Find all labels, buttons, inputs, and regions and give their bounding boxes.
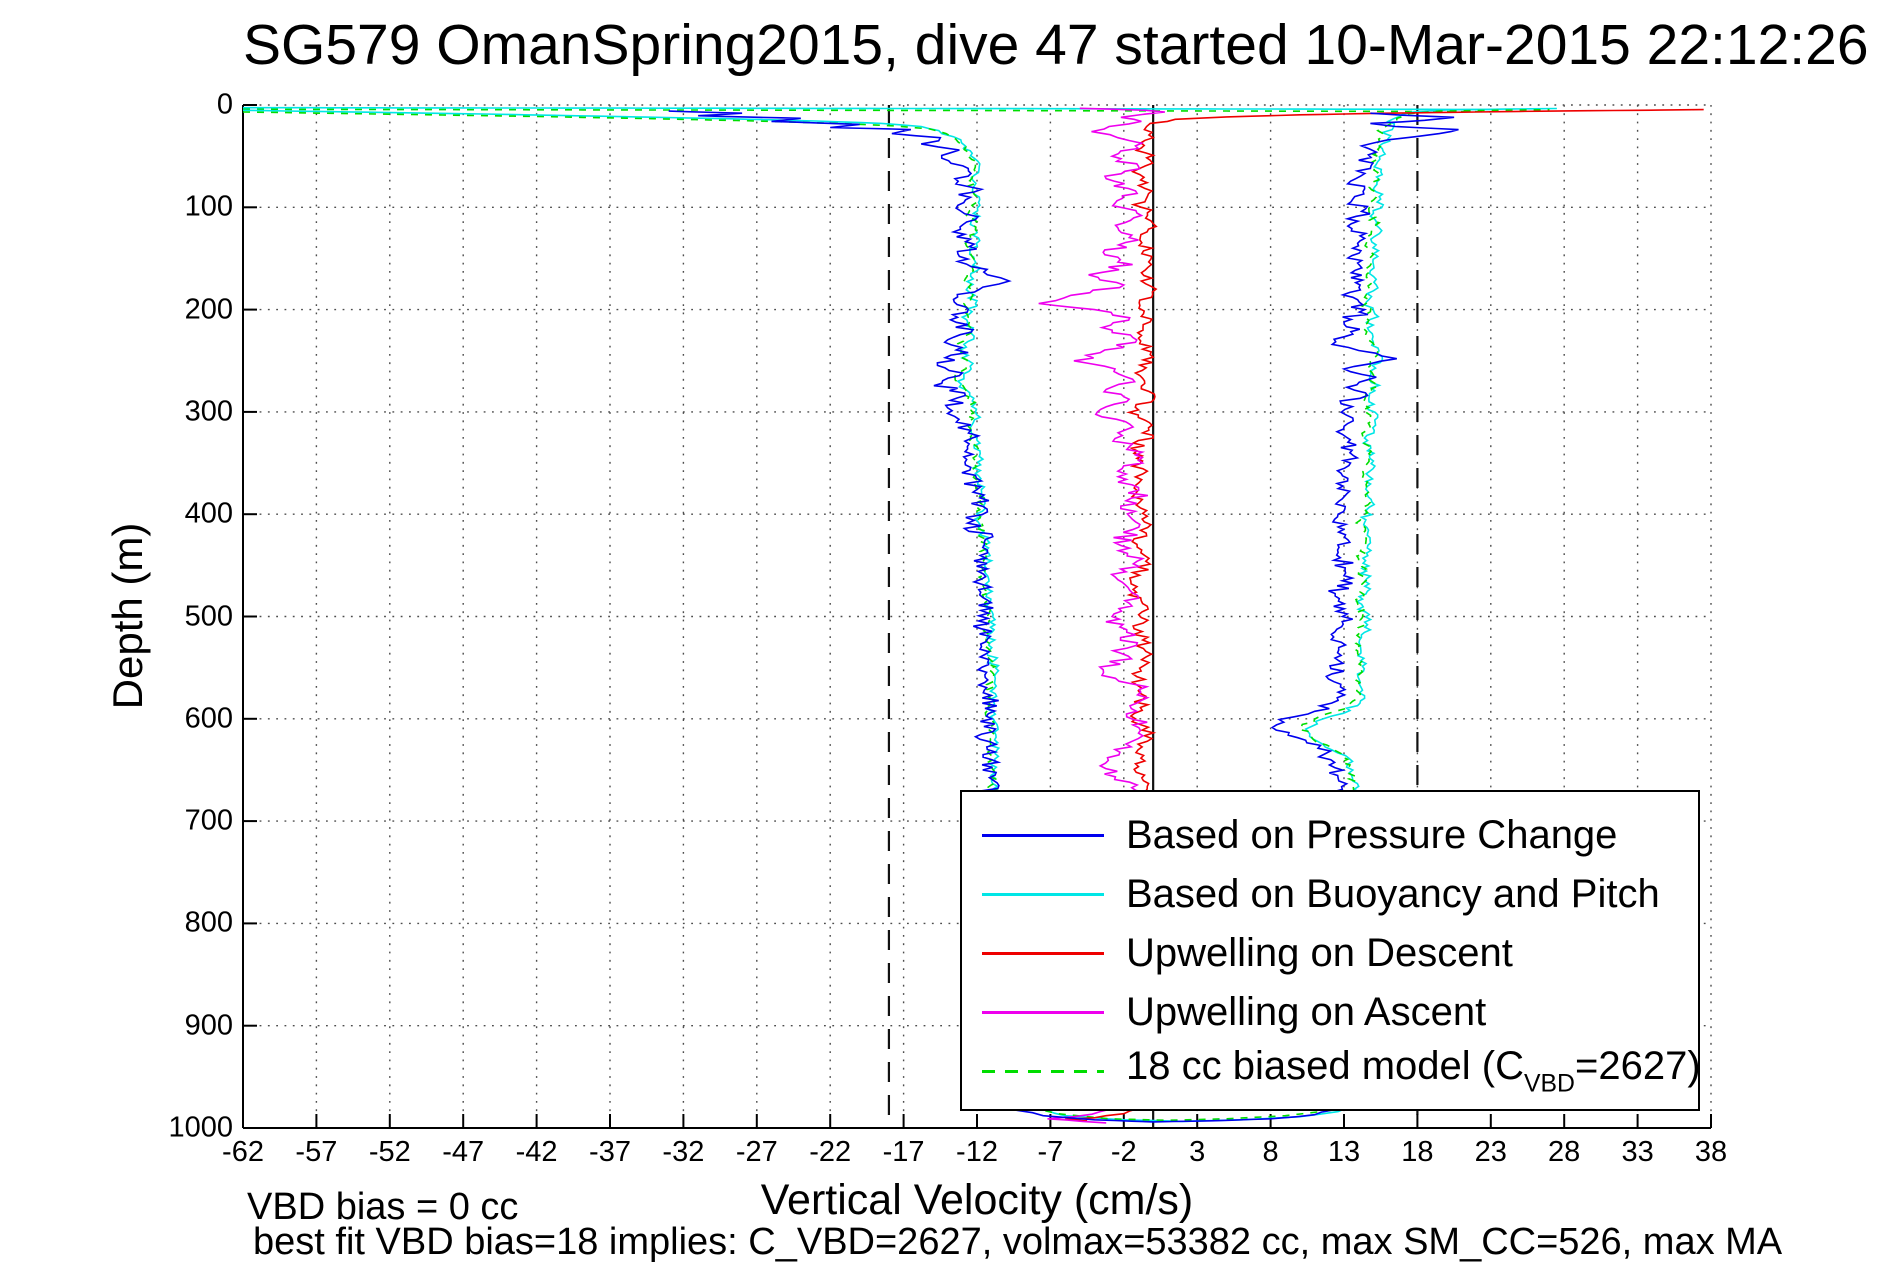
- legend-row: Upwelling on Descent: [962, 924, 1698, 983]
- y-tick-label: 300: [184, 395, 233, 428]
- x-tick-label: -37: [589, 1136, 631, 1168]
- x-tick-label: 28: [1548, 1136, 1581, 1168]
- y-tick-label: 900: [184, 1009, 233, 1042]
- legend-row: Upwelling on Ascent: [962, 983, 1698, 1042]
- legend-label-subscript: VBD: [1523, 1070, 1575, 1098]
- x-tick-label: -17: [882, 1136, 925, 1168]
- x-tick-label: -32: [662, 1136, 705, 1168]
- vbd-bias-note: VBD bias = 0 cc: [247, 1186, 519, 1228]
- legend-line-sample: [982, 834, 1104, 837]
- x-tick-label: 18: [1401, 1136, 1434, 1168]
- x-tick-label: 38: [1694, 1136, 1728, 1168]
- y-tick-label: 0: [216, 88, 233, 121]
- legend-row: 18 cc biased model (CVBD=2627): [962, 1042, 1701, 1101]
- y-tick-label: 200: [184, 293, 233, 326]
- y-tick-label: 600: [184, 702, 233, 735]
- x-tick-label: 13: [1327, 1136, 1361, 1168]
- x-tick-label: -47: [442, 1136, 485, 1168]
- legend-label: 18 cc biased model (CVBD=2627): [1126, 1044, 1701, 1098]
- series-biased-model: [242, 108, 1550, 1122]
- x-tick-label: -27: [735, 1136, 778, 1168]
- legend-row: Based on Pressure Change: [962, 806, 1698, 865]
- series-buoyancy-surface: [243, 106, 1491, 111]
- x-tick-label: -62: [222, 1136, 264, 1168]
- x-tick-label: -22: [809, 1136, 852, 1168]
- x-tick-label: -2: [1110, 1136, 1137, 1168]
- y-tick-label: 400: [184, 497, 233, 530]
- y-tick-label: 1000: [168, 1111, 233, 1144]
- x-tick-label: 23: [1474, 1136, 1507, 1168]
- x-tick-label: -57: [295, 1136, 338, 1168]
- legend-label: Based on Pressure Change: [1126, 813, 1618, 857]
- x-tick-label: 8: [1262, 1136, 1279, 1168]
- legend-row: Based on Buoyancy and Pitch: [962, 865, 1698, 924]
- legend-line-sample: [982, 893, 1104, 896]
- x-tick-label: -7: [1037, 1136, 1064, 1168]
- legend-line-sample: [982, 952, 1104, 955]
- legend-label: Upwelling on Ascent: [1126, 990, 1487, 1034]
- x-tick-label: 33: [1621, 1136, 1654, 1168]
- chart-title: SG579 OmanSpring2015, dive 47 started 10…: [243, 13, 1869, 77]
- x-tick-label: -12: [956, 1136, 998, 1168]
- legend-line-sample: [982, 1070, 1104, 1073]
- x-tick-label: 3: [1189, 1136, 1206, 1168]
- y-tick-label: 700: [184, 804, 233, 837]
- legend-box: Based on Pressure Change Based on Buoyanc…: [960, 790, 1701, 1111]
- series-model-surface: [243, 108, 1491, 113]
- x-axis-label: Vertical Velocity (cm/s): [760, 1176, 1194, 1224]
- legend-label: Based on Buoyancy and Pitch: [1126, 872, 1660, 916]
- legend-label: Upwelling on Descent: [1126, 931, 1513, 975]
- x-tick-label: -42: [515, 1136, 558, 1168]
- x-tick-label: -52: [368, 1136, 411, 1168]
- y-tick-label: 500: [184, 600, 233, 632]
- legend-line-sample: [982, 1011, 1104, 1014]
- series-pressure-change: [668, 110, 1459, 1123]
- y-tick-label: 100: [184, 190, 233, 223]
- y-tick-label: 800: [184, 906, 233, 939]
- best-fit-note: best fit VBD bias=18 implies: C_VBD=2627…: [253, 1221, 1783, 1262]
